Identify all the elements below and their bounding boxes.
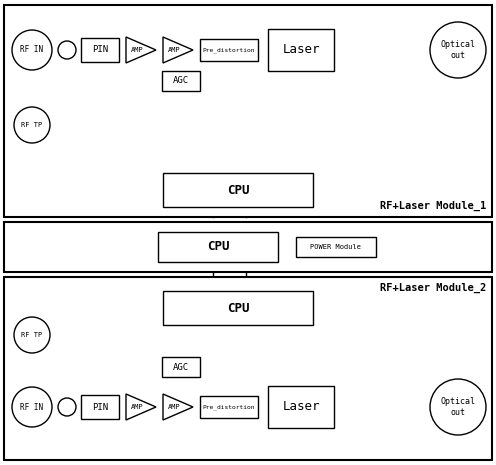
Text: POWER Module: POWER Module	[310, 244, 362, 250]
Text: Optical
out: Optical out	[440, 397, 476, 417]
Text: AMP: AMP	[168, 47, 181, 53]
Bar	[162, 71, 200, 91]
Text: CPU: CPU	[207, 240, 229, 253]
Text: RF TP: RF TP	[21, 332, 43, 338]
Text: AGC: AGC	[173, 77, 189, 86]
Bar	[200, 396, 258, 418]
Bar	[158, 232, 278, 262]
Text: AMP: AMP	[168, 404, 181, 410]
Bar	[4, 222, 492, 272]
Text: RF+Laser Module_2: RF+Laser Module_2	[380, 283, 486, 293]
Bar	[296, 237, 376, 257]
Text: AGC: AGC	[173, 363, 189, 372]
Text: CPU: CPU	[227, 184, 249, 197]
Bar	[81, 395, 119, 419]
Circle shape	[430, 379, 486, 435]
Text: RF TP: RF TP	[21, 122, 43, 128]
Bar	[162, 357, 200, 377]
Bar	[4, 277, 492, 460]
Bar	[81, 38, 119, 62]
Polygon shape	[126, 37, 156, 63]
Text: Laser: Laser	[282, 44, 320, 57]
Text: CPU: CPU	[227, 301, 249, 314]
Text: Pre_distortion: Pre_distortion	[203, 47, 255, 53]
Text: RF+Laser Module_1: RF+Laser Module_1	[380, 201, 486, 211]
Bar	[4, 5, 492, 217]
Text: Pre_distortion: Pre_distortion	[203, 404, 255, 410]
Text: PIN: PIN	[92, 46, 108, 54]
Polygon shape	[163, 37, 193, 63]
Circle shape	[14, 317, 50, 353]
Text: PIN: PIN	[92, 403, 108, 412]
Polygon shape	[126, 394, 156, 420]
Text: AMP: AMP	[131, 47, 144, 53]
Bar	[268, 29, 334, 71]
Bar	[163, 173, 313, 207]
Bar	[163, 291, 313, 325]
Circle shape	[14, 107, 50, 143]
Polygon shape	[163, 394, 193, 420]
Bar	[268, 386, 334, 428]
Bar	[200, 39, 258, 61]
Circle shape	[12, 30, 52, 70]
Circle shape	[58, 41, 76, 59]
Circle shape	[430, 22, 486, 78]
Text: RF IN: RF IN	[20, 403, 44, 412]
Circle shape	[12, 387, 52, 427]
Text: AMP: AMP	[131, 404, 144, 410]
Text: Optical
out: Optical out	[440, 40, 476, 60]
Circle shape	[58, 398, 76, 416]
Text: Laser: Laser	[282, 400, 320, 413]
Text: RF IN: RF IN	[20, 46, 44, 54]
